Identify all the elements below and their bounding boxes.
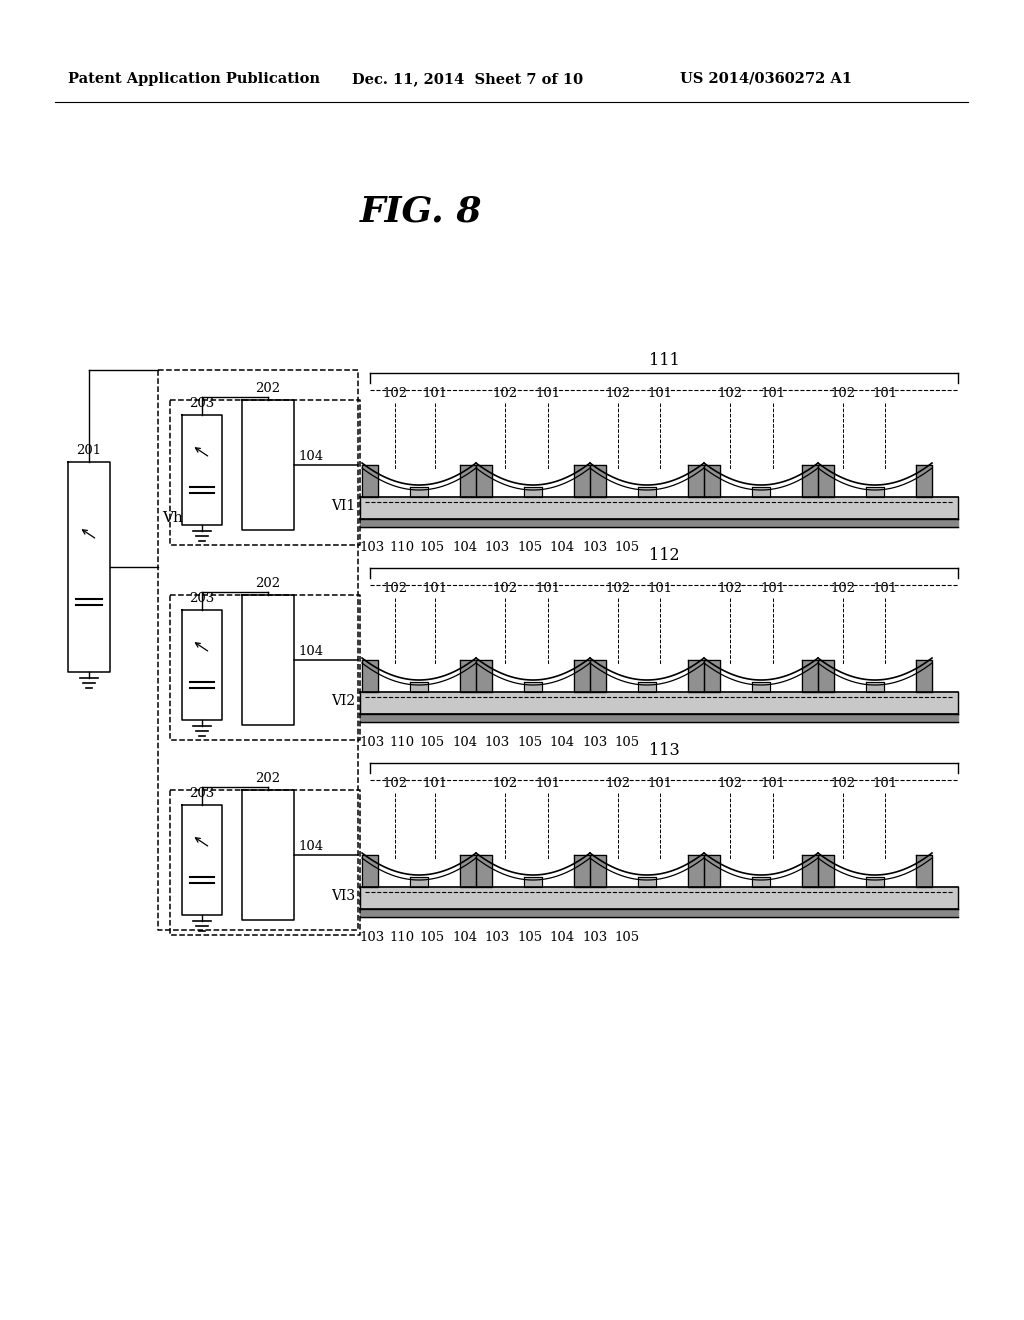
Text: 113: 113 <box>648 742 679 759</box>
Text: 110: 110 <box>389 541 415 554</box>
Text: 101: 101 <box>536 387 560 400</box>
Text: 201: 201 <box>77 444 101 457</box>
Text: 103: 103 <box>484 931 510 944</box>
Text: 101: 101 <box>647 582 673 595</box>
Text: 103: 103 <box>583 737 607 748</box>
Text: VI3: VI3 <box>331 888 355 903</box>
Text: 111: 111 <box>648 352 679 370</box>
Text: US 2014/0360272 A1: US 2014/0360272 A1 <box>680 73 852 86</box>
Text: 203: 203 <box>189 591 215 605</box>
Text: 104: 104 <box>550 737 574 748</box>
Text: 103: 103 <box>359 541 385 554</box>
Text: 103: 103 <box>484 737 510 748</box>
Text: 105: 105 <box>420 737 444 748</box>
Text: 101: 101 <box>536 777 560 789</box>
Text: VI2: VI2 <box>331 694 355 708</box>
Text: 110: 110 <box>389 931 415 944</box>
Text: 101: 101 <box>423 582 447 595</box>
Text: 105: 105 <box>517 541 543 554</box>
Text: 102: 102 <box>718 387 742 400</box>
Text: 110: 110 <box>389 737 415 748</box>
Text: 102: 102 <box>493 777 517 789</box>
Text: 104: 104 <box>453 541 477 554</box>
Text: 105: 105 <box>517 737 543 748</box>
Text: 105: 105 <box>614 931 640 944</box>
Text: 105: 105 <box>420 541 444 554</box>
Text: 112: 112 <box>648 546 679 564</box>
Text: 102: 102 <box>830 387 856 400</box>
Text: 102: 102 <box>830 582 856 595</box>
Text: 101: 101 <box>872 387 898 400</box>
Text: 101: 101 <box>872 777 898 789</box>
Text: 102: 102 <box>605 777 631 789</box>
Text: 102: 102 <box>605 387 631 400</box>
Text: 102: 102 <box>382 582 408 595</box>
Text: 101: 101 <box>872 582 898 595</box>
Text: 102: 102 <box>382 777 408 789</box>
Text: 202: 202 <box>255 772 281 785</box>
Text: 101: 101 <box>761 582 785 595</box>
Text: 101: 101 <box>761 387 785 400</box>
Text: 203: 203 <box>189 397 215 411</box>
Text: 104: 104 <box>550 541 574 554</box>
Text: 202: 202 <box>255 577 281 590</box>
Text: 101: 101 <box>423 387 447 400</box>
Text: 103: 103 <box>583 541 607 554</box>
Text: 104: 104 <box>298 840 324 853</box>
Text: 102: 102 <box>493 582 517 595</box>
Text: 101: 101 <box>423 777 447 789</box>
Text: 101: 101 <box>761 777 785 789</box>
Text: 101: 101 <box>647 387 673 400</box>
Text: 202: 202 <box>255 381 281 395</box>
Text: 101: 101 <box>647 777 673 789</box>
Text: 104: 104 <box>298 645 324 657</box>
Text: 203: 203 <box>189 787 215 800</box>
Text: 102: 102 <box>718 777 742 789</box>
Text: 102: 102 <box>382 387 408 400</box>
Text: 105: 105 <box>517 931 543 944</box>
Text: FIG. 8: FIG. 8 <box>360 195 482 228</box>
Text: 102: 102 <box>605 582 631 595</box>
Text: 102: 102 <box>718 582 742 595</box>
Text: 101: 101 <box>536 582 560 595</box>
Text: 102: 102 <box>493 387 517 400</box>
Text: Patent Application Publication: Patent Application Publication <box>68 73 319 86</box>
Text: 103: 103 <box>359 737 385 748</box>
Text: 105: 105 <box>614 737 640 748</box>
Text: 105: 105 <box>614 541 640 554</box>
Text: 104: 104 <box>298 450 324 463</box>
Text: 104: 104 <box>453 931 477 944</box>
Text: VI1: VI1 <box>331 499 355 513</box>
Text: 103: 103 <box>583 931 607 944</box>
Text: 102: 102 <box>830 777 856 789</box>
Text: 104: 104 <box>453 737 477 748</box>
Text: Dec. 11, 2014  Sheet 7 of 10: Dec. 11, 2014 Sheet 7 of 10 <box>352 73 583 86</box>
Text: Vh: Vh <box>162 511 183 525</box>
Text: 103: 103 <box>484 541 510 554</box>
Text: 105: 105 <box>420 931 444 944</box>
Text: 104: 104 <box>550 931 574 944</box>
Text: 103: 103 <box>359 931 385 944</box>
